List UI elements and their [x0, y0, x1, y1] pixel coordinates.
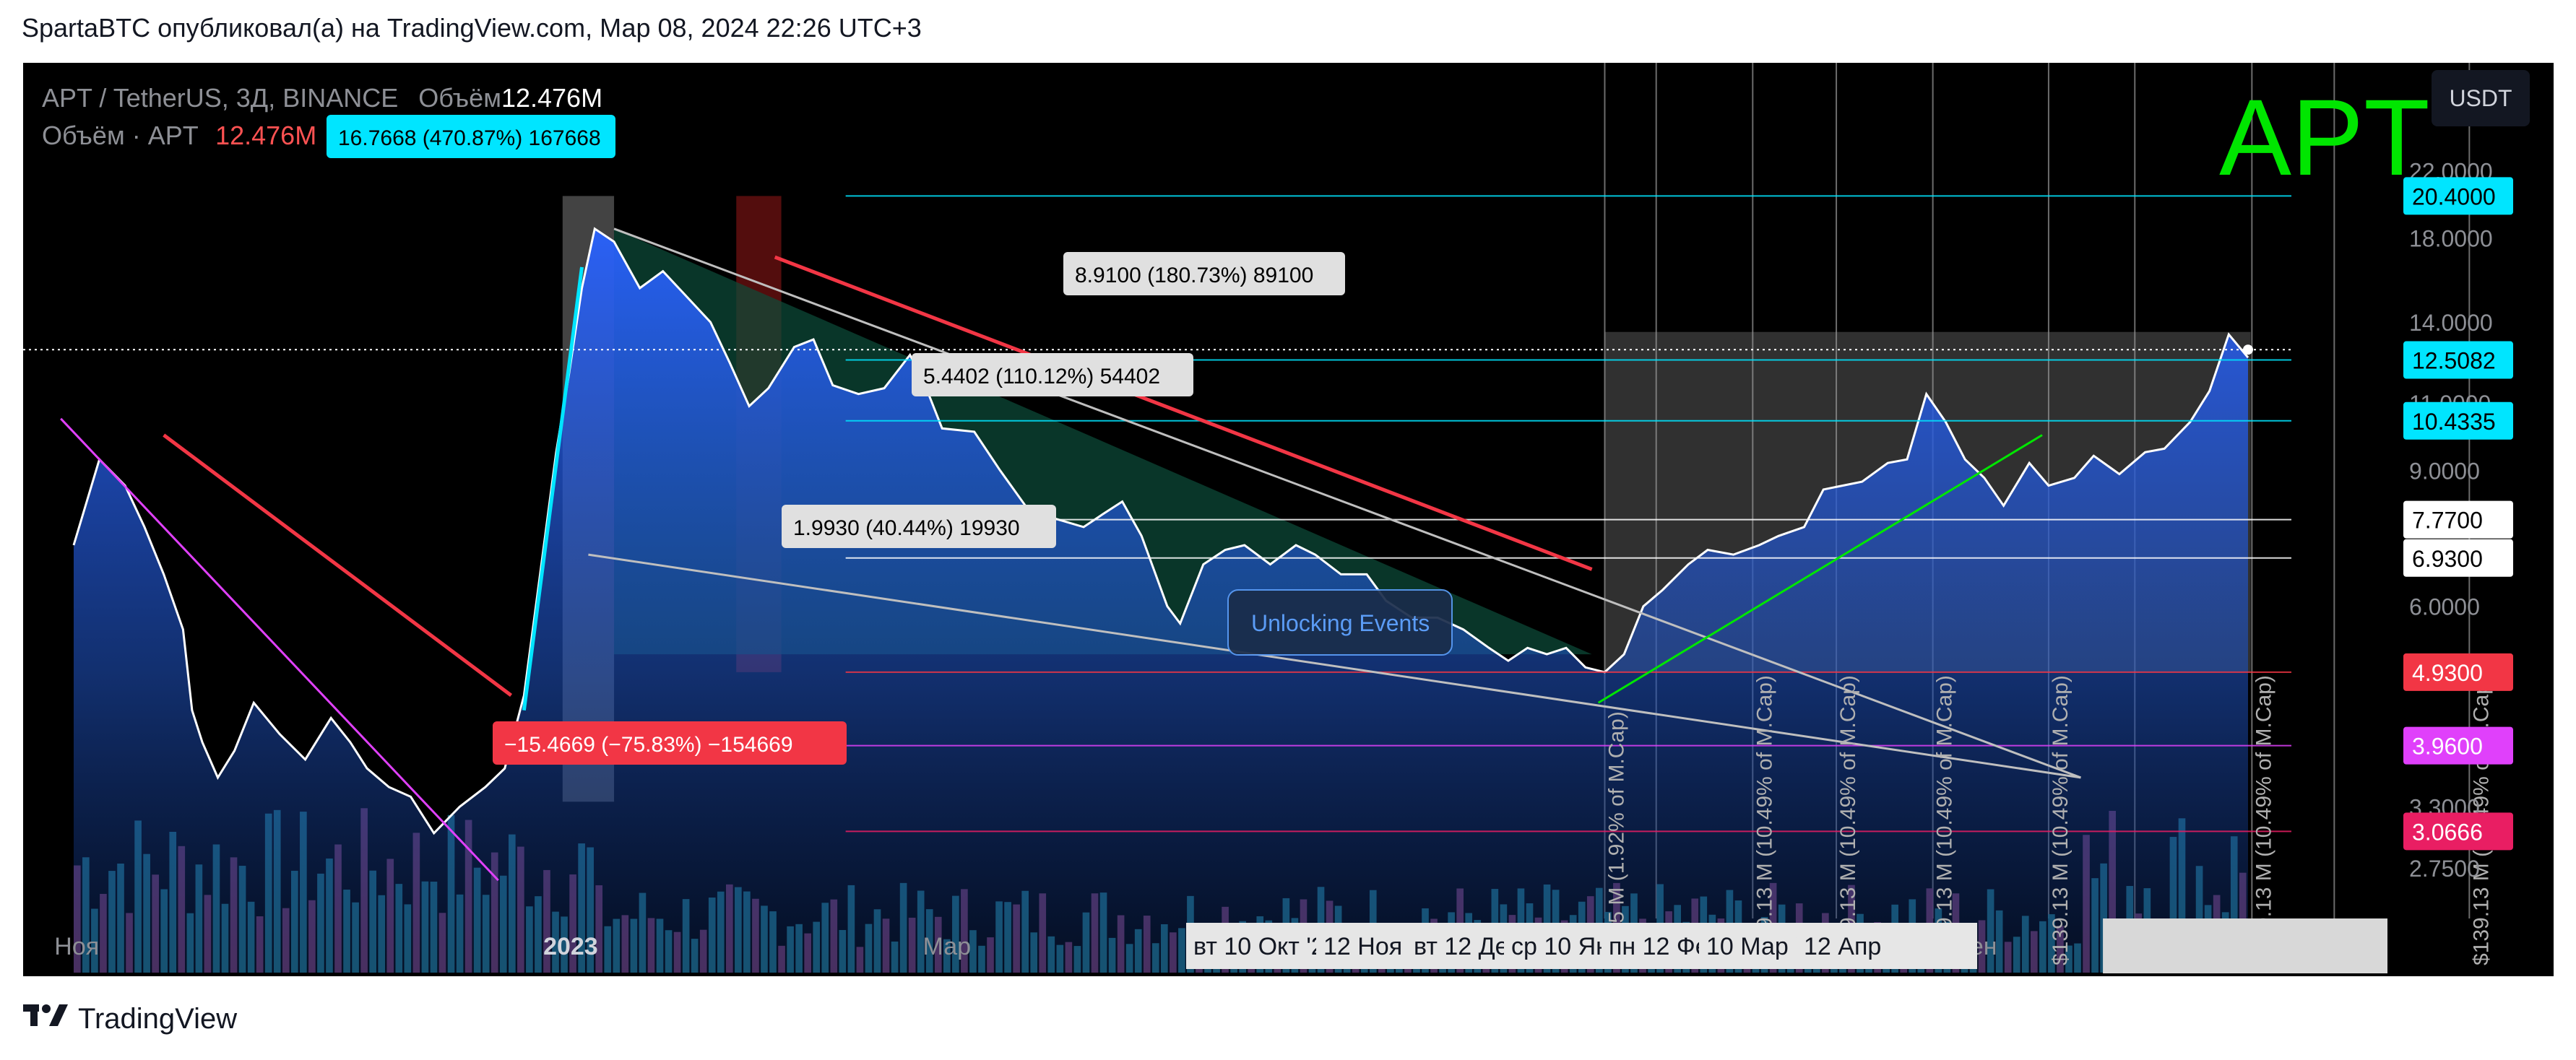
- x-axis-tick: Мар: [923, 933, 972, 960]
- marked-date-label: 12 Апр: [1804, 933, 1881, 960]
- time-axis-highlight: [2103, 918, 2387, 973]
- y-axis-tick: 14.0000: [2409, 310, 2493, 336]
- price-area: [74, 228, 2248, 973]
- price-tag-label: 7.7700: [2412, 508, 2483, 534]
- y-axis-tick: 18.0000: [2409, 226, 2493, 252]
- upper-wedge-line: [613, 227, 2081, 779]
- marked-date-label: вт 10 Окт '23: [1193, 933, 1339, 960]
- publication-header: SpartaBTC опубликовал(а) на TradingView.…: [22, 13, 922, 43]
- x-axis-tick: 2023: [543, 933, 598, 960]
- tradingview-logo-icon[interactable]: [23, 1003, 68, 1035]
- measure-callout-box: [782, 505, 1056, 548]
- price-tag: [2403, 341, 2513, 379]
- price-tag: [2403, 401, 2513, 440]
- brand-name: TradingView: [78, 1002, 238, 1035]
- unlock-amount-label: $139.13 M (10.49% of M.Cap): [1752, 675, 1776, 965]
- y-axis-tick: 6.0000: [2409, 594, 2480, 620]
- lower-wedge-line: [588, 553, 2081, 779]
- price-tag: [2403, 653, 2513, 691]
- price-tag-label: 3.0666: [2412, 819, 2483, 845]
- green-trendline: [1597, 434, 2043, 704]
- y-axis-tick: 9.0000: [2409, 458, 2480, 484]
- measure-callout-box: [1063, 252, 1345, 295]
- price-tag: [2403, 177, 2513, 215]
- unlock-amount-label: $139.13 M (10.49% of M.Cap): [1836, 675, 1860, 965]
- chart-svg: 16.7668 (470.87%) 167668 −15.4669 (−75.83…: [23, 63, 2513, 973]
- price-chart[interactable]: 16.7668 (470.87%) 167668 −15.4669 (−75.83…: [23, 63, 2554, 976]
- price-tag: [2403, 500, 2513, 539]
- y-axis-tick: 2.7500: [2409, 856, 2480, 882]
- volume-value: 12.476M: [501, 83, 603, 113]
- price-tag-label: 20.4000: [2412, 183, 2496, 209]
- price-tag-label: 4.9300: [2412, 660, 2483, 686]
- x-axis-tick: Ноя: [54, 933, 99, 960]
- price-tag-label: 12.5082: [2412, 348, 2496, 374]
- volume-series-name: Объём · APT: [42, 121, 199, 150]
- price-tag-label: 6.9300: [2412, 546, 2483, 572]
- magenta-trendline: [60, 417, 499, 882]
- measure-callout-box: [912, 353, 1193, 396]
- asset-tag: APT: [2219, 77, 2430, 198]
- volume-legend: Объём · APT 12.476M: [42, 121, 316, 151]
- symbol-name: APT / TetherUS, 3Д, BINANCE: [42, 83, 399, 113]
- cyan-arrow: [522, 266, 584, 711]
- measure-callout-box: [327, 115, 615, 158]
- marked-date-box: [1797, 923, 1977, 969]
- current-price-dot: [2243, 344, 2253, 355]
- red-arrow-main: [774, 255, 1593, 571]
- symbol-legend: APT / TetherUS, 3Д, BINANCE Объём12.476M: [42, 83, 602, 113]
- price-tag: [2403, 539, 2513, 577]
- unlock-events-box: [1227, 589, 1453, 656]
- price-line: [72, 227, 2249, 835]
- currency-button[interactable]: USDT: [2432, 70, 2530, 126]
- price-tag-label: 10.4335: [2412, 409, 2496, 435]
- footer: TradingView: [23, 1001, 237, 1037]
- measure-callout-label: 1.9930 (40.44%) 19930: [793, 516, 1020, 540]
- price-tag: [2403, 812, 2513, 851]
- red-arrow-left: [163, 433, 513, 698]
- volume-label: Объём: [418, 83, 501, 113]
- marked-date-label: 12 Ноя: [1323, 933, 1402, 960]
- measure-callout-label: 5.4402 (110.12%) 54402: [923, 365, 1160, 388]
- unlock-amount-label: $139.13 M (10.49% of M.Cap): [2049, 675, 2073, 965]
- price-tag: [2403, 726, 2513, 765]
- unlock-amount-label: $139.13 M (10.49% of M.Cap): [1933, 675, 1957, 965]
- marked-date-label: вт 12 Дек: [1414, 933, 1521, 960]
- volume-series-value: 12.476M: [215, 121, 317, 150]
- unlock-amount-label: $139.13 M (10.49% of M.Cap): [2252, 675, 2275, 965]
- measure-callout-box: [493, 721, 847, 765]
- measure-callout-label: −15.4669 (−75.83%) −154669: [504, 733, 793, 757]
- measure-callout-label: 8.9100 (180.73%) 89100: [1075, 264, 1313, 287]
- measure-callout-label: 16.7668 (470.87%) 167668: [338, 126, 601, 150]
- unlock-events-label: Unlocking Events: [1251, 610, 1430, 636]
- price-tag-label: 3.9600: [2412, 734, 2483, 760]
